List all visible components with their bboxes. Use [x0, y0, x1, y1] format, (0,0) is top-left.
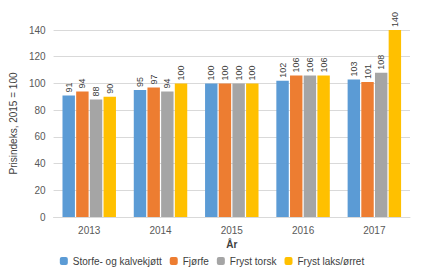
svg-text:2016: 2016 — [292, 225, 315, 236]
svg-text:90: 90 — [105, 84, 115, 94]
svg-text:2017: 2017 — [363, 225, 386, 236]
svg-text:Fjørfe: Fjørfe — [183, 256, 210, 267]
svg-text:91: 91 — [64, 82, 74, 92]
svg-text:2015: 2015 — [221, 225, 244, 236]
svg-text:94: 94 — [162, 78, 172, 88]
svg-text:100: 100 — [220, 65, 230, 80]
svg-text:94: 94 — [77, 78, 87, 88]
svg-text:Storfe- og kalvekjøtt: Storfe- og kalvekjøtt — [73, 256, 162, 267]
svg-text:120: 120 — [29, 51, 46, 62]
svg-text:108: 108 — [376, 55, 386, 70]
svg-text:103: 103 — [349, 61, 359, 76]
svg-text:106: 106 — [291, 57, 301, 72]
svg-text:100: 100 — [234, 65, 244, 80]
svg-text:140: 140 — [390, 12, 400, 27]
svg-text:Prisindeks, 2015 = 100: Prisindeks, 2015 = 100 — [8, 72, 19, 174]
svg-text:2014: 2014 — [149, 225, 172, 236]
svg-text:40: 40 — [34, 158, 46, 169]
svg-text:80: 80 — [34, 105, 46, 116]
svg-text:År: År — [226, 238, 237, 250]
svg-text:97: 97 — [149, 74, 159, 84]
svg-text:Fryst laks/ørret: Fryst laks/ørret — [298, 256, 365, 267]
svg-text:95: 95 — [135, 77, 145, 87]
svg-text:60: 60 — [34, 131, 46, 142]
svg-text:106: 106 — [319, 57, 329, 72]
svg-text:2013: 2013 — [78, 225, 101, 236]
svg-text:102: 102 — [278, 63, 288, 78]
svg-text:100: 100 — [29, 78, 46, 89]
svg-text:88: 88 — [91, 86, 101, 96]
svg-text:101: 101 — [363, 64, 373, 79]
svg-text:20: 20 — [34, 185, 46, 196]
svg-text:100: 100 — [176, 65, 186, 80]
svg-text:0: 0 — [40, 212, 46, 223]
svg-text:Fryst torsk: Fryst torsk — [230, 256, 278, 267]
svg-text:106: 106 — [305, 57, 315, 72]
svg-text:100: 100 — [247, 65, 257, 80]
svg-text:100: 100 — [206, 65, 216, 80]
svg-text:140: 140 — [29, 25, 46, 36]
